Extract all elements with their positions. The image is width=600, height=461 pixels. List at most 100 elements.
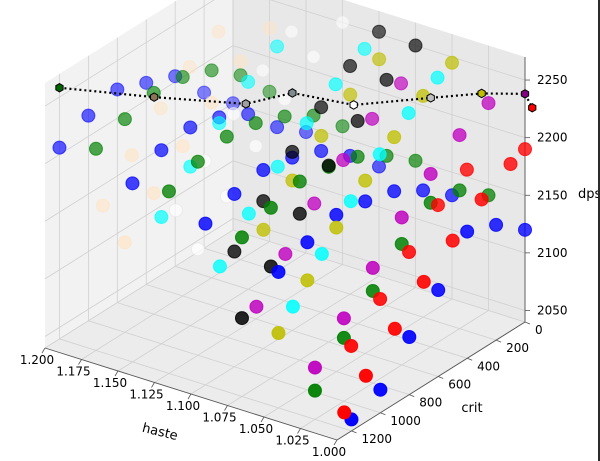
y-tick-mark <box>380 412 386 416</box>
data-point <box>270 39 285 54</box>
data-point <box>95 198 110 213</box>
y-tick-label: 400 <box>477 359 500 373</box>
y-tick-mark <box>524 321 531 325</box>
frontier-marker <box>55 82 64 93</box>
data-point <box>226 107 241 122</box>
data-point <box>270 159 285 174</box>
data-point <box>343 194 358 209</box>
data-point <box>401 106 416 121</box>
data-point <box>300 273 315 288</box>
x-tick-mark <box>78 359 82 365</box>
x-tick-mark <box>114 370 119 377</box>
data-point <box>387 130 402 145</box>
y-tick-label: 800 <box>419 396 442 410</box>
data-point <box>431 283 446 298</box>
data-point <box>518 222 532 237</box>
data-point <box>299 116 314 131</box>
data-point <box>358 194 373 209</box>
data-point <box>161 184 176 199</box>
grid-line <box>263 34 453 418</box>
data-point <box>343 59 358 74</box>
data-point <box>117 235 132 250</box>
data-point <box>139 75 154 90</box>
x-tick-mark <box>151 382 155 388</box>
data-point <box>256 222 271 237</box>
data-point <box>344 338 359 353</box>
y-tick-label: 1000 <box>390 414 421 428</box>
y-axis-label: crit <box>461 401 482 416</box>
data-point <box>227 244 242 259</box>
y-tick-mark <box>409 394 415 397</box>
x-tick-label: 1.025 <box>275 434 309 448</box>
x-axis-label: haste <box>141 421 180 444</box>
data-point <box>198 216 213 231</box>
data-point <box>379 72 394 87</box>
data-point <box>153 101 168 116</box>
x-tick-mark <box>297 428 301 434</box>
x-tick-mark <box>187 393 192 400</box>
data-point <box>314 144 329 159</box>
data-point <box>117 112 132 127</box>
x-tick-label: 1.125 <box>129 388 163 402</box>
frontier-marker <box>477 88 486 99</box>
data-point <box>329 220 344 235</box>
data-point <box>248 116 263 131</box>
frontier-marker <box>426 93 435 103</box>
data-point <box>335 15 350 30</box>
data-point <box>241 74 256 89</box>
data-point <box>306 49 321 64</box>
data-point <box>357 41 372 56</box>
data-point <box>241 107 256 122</box>
data-point <box>430 70 445 85</box>
frontier-marker <box>520 89 530 99</box>
frontier-marker <box>528 102 537 113</box>
frontier-marker <box>150 92 159 102</box>
data-point <box>190 242 205 257</box>
data-point <box>219 129 234 144</box>
y-axis-line <box>336 321 526 441</box>
grid-line <box>44 0 526 107</box>
data-point <box>81 108 96 123</box>
data-point <box>255 63 270 78</box>
data-point <box>314 246 329 261</box>
x-tick-mark <box>260 416 265 423</box>
data-point <box>489 217 504 232</box>
data-point <box>337 405 352 420</box>
data-point <box>307 383 322 398</box>
data-point <box>474 192 489 207</box>
z-tick-label: 2050 <box>537 303 568 317</box>
data-point <box>154 210 169 225</box>
data-point <box>249 299 264 314</box>
data-point <box>408 38 423 53</box>
data-point <box>190 154 205 169</box>
data-point <box>481 96 496 111</box>
data-point <box>416 274 431 289</box>
data-point <box>204 63 219 78</box>
data-point <box>373 382 388 397</box>
data-point <box>256 163 271 178</box>
data-point <box>358 368 373 383</box>
grid-line <box>227 22 416 406</box>
data-point <box>125 176 140 191</box>
y-tick-label: 1200 <box>361 432 392 446</box>
data-point <box>350 149 365 164</box>
data-point <box>110 82 125 97</box>
data-point <box>402 330 417 345</box>
data-point <box>277 92 292 107</box>
frontier-marker <box>241 99 250 109</box>
data-point <box>212 259 227 274</box>
data-point <box>365 260 380 275</box>
grid-line <box>300 45 489 429</box>
data-point <box>321 158 336 173</box>
data-point <box>307 360 322 375</box>
data-point <box>328 77 343 92</box>
frontier-path <box>59 86 534 109</box>
data-point <box>307 196 322 211</box>
data-point <box>284 24 299 39</box>
data-point <box>372 24 386 39</box>
z-tick-label: 2100 <box>537 246 568 260</box>
data-point <box>372 147 387 162</box>
data-point <box>292 174 307 189</box>
data-point <box>314 128 329 143</box>
